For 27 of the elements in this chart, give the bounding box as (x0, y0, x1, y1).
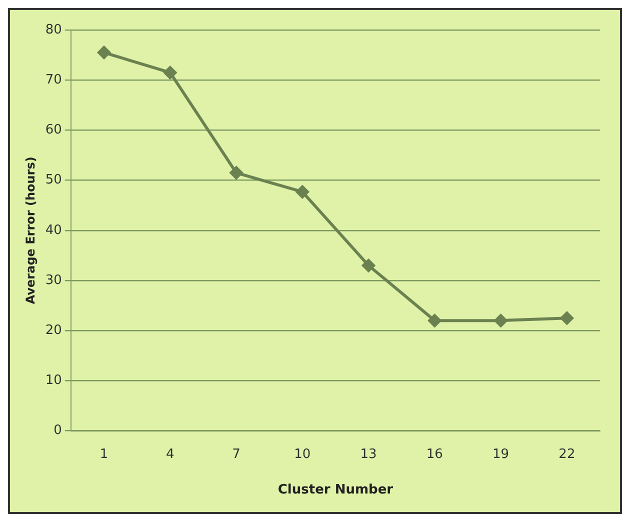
x-tick-label: 1 (100, 446, 108, 462)
x-tick-label: 16 (426, 446, 443, 462)
y-tick-label: 60 (45, 122, 62, 138)
y-tick-label: 50 (45, 172, 62, 188)
point (230, 166, 243, 180)
y-tick-label: 0 (54, 423, 62, 438)
y-tick-label: 10 (45, 373, 62, 388)
y-tick-label: 80 (45, 22, 62, 38)
y-tick-label: 20 (45, 322, 62, 338)
x-tick-label: 19 (492, 446, 510, 462)
y-tick-label: 30 (45, 272, 62, 288)
point (494, 314, 508, 328)
point (98, 46, 111, 60)
y-tick-label: 70 (45, 72, 62, 88)
point (362, 258, 376, 272)
point (428, 314, 442, 328)
x-tick-label: 7 (232, 446, 240, 462)
x-tick-label: 13 (360, 446, 377, 462)
x-tick-label: 4 (166, 446, 174, 462)
point (296, 185, 309, 198)
point (560, 312, 574, 325)
y-tick-label: 40 (45, 222, 62, 238)
x-tick-label: 10 (294, 446, 311, 462)
y-axis-title: Average Error (hours) (23, 156, 38, 304)
x-tick-label: 22 (558, 446, 576, 462)
point (164, 66, 177, 80)
x-axis-title: Cluster Number (278, 482, 394, 498)
